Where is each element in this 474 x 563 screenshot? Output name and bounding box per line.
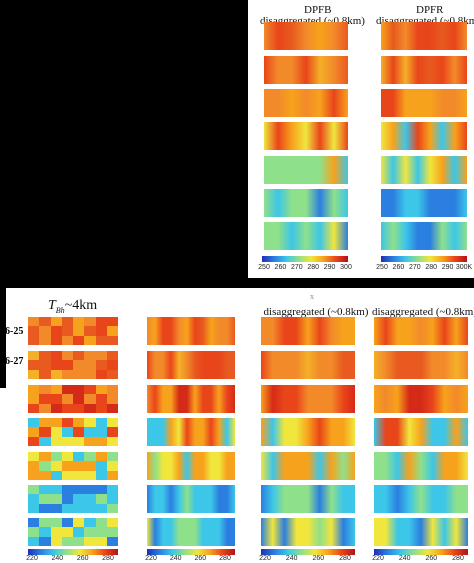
- tbh-4km-map-4: [28, 418, 118, 446]
- dpfr-header: DPFR: [416, 4, 444, 16]
- top-dpfb-map-6: [264, 189, 348, 217]
- intermediate-map-5: [147, 452, 235, 480]
- top-colorbar-right-tick: 280: [425, 264, 438, 271]
- bottom-colorbar-1-tick: 240: [51, 555, 64, 562]
- top-dpfr-map-3: [381, 89, 467, 117]
- top-colorbar-right-tick: 290: [441, 264, 454, 271]
- top-dpfr-map-6: [381, 189, 467, 217]
- top-colorbar-left-tick: 250: [258, 264, 270, 271]
- bottom-colorbar-2-tick: 280: [219, 555, 231, 562]
- top-colorbar-left: [262, 256, 348, 262]
- top-colorbar-left-tick: 290: [323, 264, 336, 271]
- tbh-4km-map-5: [28, 452, 118, 480]
- top-colorbar-left-tick: 260: [274, 264, 287, 271]
- col4-header: disaggregated (~0.8km): [372, 306, 474, 318]
- disaggregated-map-b-2: [374, 351, 468, 379]
- tbh-4km-map-1: [28, 317, 118, 345]
- bottom-colorbar-3: [261, 549, 355, 555]
- top-dpfb-map-1: [264, 22, 348, 50]
- disaggregated-map-a-1: [261, 317, 355, 345]
- bottom-colorbar-1-tick: 280: [102, 555, 114, 562]
- bottom-colorbar-1: [28, 549, 118, 555]
- top-dpfr-map-7: [381, 222, 467, 250]
- col3-header: disaggregated (~0.8km): [263, 306, 369, 318]
- intermediate-map-6: [147, 485, 235, 513]
- tbh-4km-map-6: [28, 485, 118, 513]
- top-colorbar-right-tick: 270: [408, 264, 421, 271]
- bottom-colorbar-2-tick: 260: [194, 555, 207, 562]
- date-label-2: 06-27: [0, 356, 24, 367]
- top-dpfr-map-1: [381, 22, 467, 50]
- bottom-colorbar-4: [374, 549, 468, 555]
- intermediate-map-7: [147, 518, 235, 546]
- top-dpfr-map-4: [381, 122, 467, 150]
- disaggregated-map-a-2: [261, 351, 355, 379]
- intermediate-map-4: [147, 418, 235, 446]
- top-colorbar-right-tick: 250: [376, 264, 388, 271]
- top-dpfb-map-5: [264, 156, 348, 184]
- disaggregated-map-b-1: [374, 317, 468, 345]
- disaggregated-map-a-7: [261, 518, 355, 546]
- disaggregated-map-a-4: [261, 418, 355, 446]
- bottom-colorbar-4-tick: 240: [398, 555, 411, 562]
- top-colorbar-right: [381, 256, 467, 262]
- top-dpfr-map-2: [381, 56, 467, 84]
- top-dpfr-map-5: [381, 156, 467, 184]
- tbh-4km-map-7: [28, 518, 118, 546]
- intermediate-map-3: [147, 385, 235, 413]
- top-dpfb-map-7: [264, 222, 348, 250]
- tbh-header: TBh~4km: [48, 298, 98, 315]
- bottom-colorbar-3-tick: 240: [285, 555, 298, 562]
- disaggregated-map-b-5: [374, 452, 468, 480]
- top-colorbar-right-tick: 260: [392, 264, 405, 271]
- disaggregated-map-a-5: [261, 452, 355, 480]
- top-dpfb-map-2: [264, 56, 348, 84]
- bottom-colorbar-4-tick: 220: [372, 555, 384, 562]
- disaggregated-map-b-3: [374, 385, 468, 413]
- left-edge-mask: [0, 288, 6, 388]
- bottom-colorbar-3-tick: 280: [339, 555, 351, 562]
- bottom-colorbar-2-tick: 240: [169, 555, 182, 562]
- marker-x: x: [310, 292, 314, 301]
- bottom-colorbar-1-tick: 260: [76, 555, 89, 562]
- bottom-colorbar-2-tick: 220: [145, 555, 157, 562]
- bottom-colorbar-4-tick: 280: [452, 555, 464, 562]
- date-label-1: 06-25: [0, 326, 24, 337]
- disaggregated-map-a-3: [261, 385, 355, 413]
- intermediate-map-2: [147, 351, 235, 379]
- top-colorbar-left-tick: 270: [290, 264, 303, 271]
- disaggregated-map-b-4: [374, 418, 468, 446]
- dpfb-header: DPFB: [304, 4, 332, 16]
- tbh-4km-map-3: [28, 385, 118, 413]
- bottom-colorbar-1-tick: 220: [26, 555, 38, 562]
- top-colorbar-left-tick: 300: [340, 264, 352, 271]
- bottom-colorbar-4-tick: 260: [425, 555, 438, 562]
- bottom-colorbar-2: [147, 549, 235, 555]
- disaggregated-map-b-6: [374, 485, 468, 513]
- disaggregated-map-b-7: [374, 518, 468, 546]
- top-colorbar-left-tick: 280: [307, 264, 320, 271]
- top-dpfb-map-3: [264, 89, 348, 117]
- top-colorbar-right-tick: 300K: [455, 264, 473, 271]
- bottom-colorbar-3-tick: 260: [312, 555, 325, 562]
- top-dpfb-map-4: [264, 122, 348, 150]
- bottom-colorbar-3-tick: 220: [259, 555, 271, 562]
- tbh-4km-map-2: [28, 351, 118, 379]
- intermediate-map-1: [147, 317, 235, 345]
- disaggregated-map-a-6: [261, 485, 355, 513]
